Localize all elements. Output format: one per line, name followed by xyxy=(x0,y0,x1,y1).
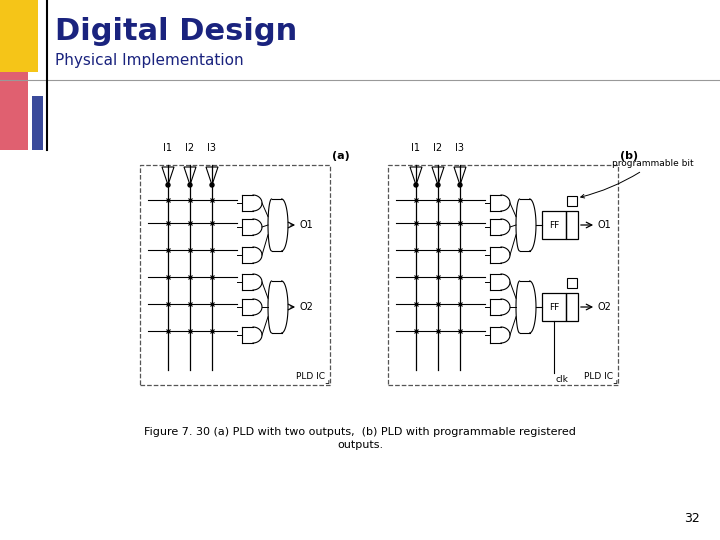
Text: (b): (b) xyxy=(620,151,638,161)
Text: O2: O2 xyxy=(598,302,612,312)
Text: I3: I3 xyxy=(207,143,217,153)
Bar xyxy=(567,278,577,288)
Bar xyxy=(0,0,38,72)
Text: O1: O1 xyxy=(300,220,314,230)
Bar xyxy=(140,165,330,385)
Bar xyxy=(0,72,28,150)
Bar xyxy=(567,196,577,206)
Text: ⌟: ⌟ xyxy=(613,375,618,385)
Bar xyxy=(542,293,566,321)
Text: FF: FF xyxy=(549,220,559,230)
Circle shape xyxy=(414,183,418,187)
Bar xyxy=(32,96,43,150)
Bar xyxy=(566,211,578,239)
Text: ⌟: ⌟ xyxy=(325,375,330,385)
Text: 32: 32 xyxy=(684,512,700,525)
Text: (a): (a) xyxy=(332,151,350,161)
Text: Physical Implementation: Physical Implementation xyxy=(55,52,243,68)
Text: I3: I3 xyxy=(456,143,464,153)
Circle shape xyxy=(210,183,214,187)
Bar xyxy=(566,293,578,321)
Text: O1: O1 xyxy=(598,220,612,230)
Text: outputs.: outputs. xyxy=(337,440,383,450)
Text: clk: clk xyxy=(556,375,569,384)
Text: I2: I2 xyxy=(186,143,194,153)
Circle shape xyxy=(188,183,192,187)
Text: Figure 7. 30 (a) PLD with two outputs,  (b) PLD with programmable registered: Figure 7. 30 (a) PLD with two outputs, (… xyxy=(144,427,576,437)
Text: FF: FF xyxy=(549,302,559,312)
Text: I1: I1 xyxy=(412,143,420,153)
Circle shape xyxy=(436,183,440,187)
Circle shape xyxy=(166,183,170,187)
Bar xyxy=(542,211,566,239)
Text: programmable bit: programmable bit xyxy=(581,159,693,198)
Text: PLD IC: PLD IC xyxy=(584,372,613,381)
Text: O2: O2 xyxy=(300,302,314,312)
Text: I1: I1 xyxy=(163,143,173,153)
Text: Digital Design: Digital Design xyxy=(55,17,297,46)
Bar xyxy=(388,165,618,385)
Circle shape xyxy=(458,183,462,187)
Text: PLD IC: PLD IC xyxy=(296,372,325,381)
Text: I2: I2 xyxy=(433,143,443,153)
